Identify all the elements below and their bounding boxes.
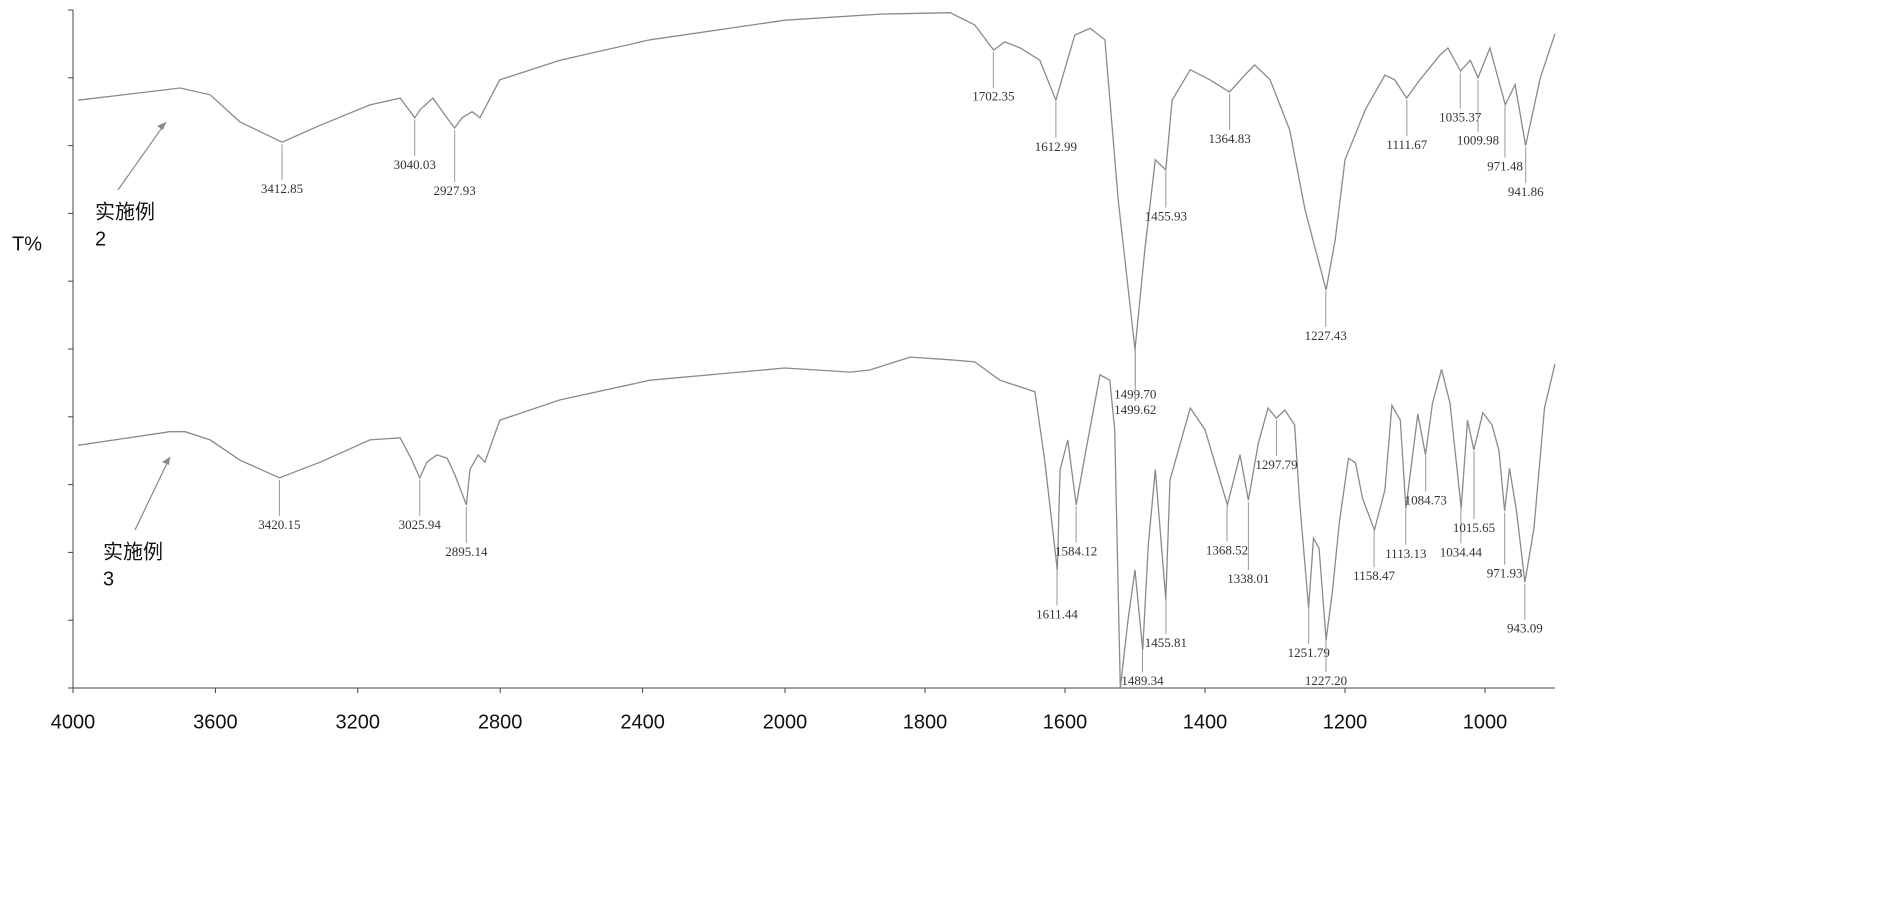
series-label: 2 [95, 228, 106, 250]
peak-label: 1364.83 [1208, 131, 1250, 146]
peak-label: 971.48 [1487, 159, 1523, 174]
peak-label: 1297.79 [1255, 457, 1297, 472]
x-tick-label: 2400 [620, 711, 665, 733]
peak-label: 1034.44 [1440, 544, 1483, 559]
x-tick-label: 2800 [478, 711, 523, 733]
spectrum-line [77, 356, 1556, 689]
x-tick-label: 1400 [1183, 711, 1228, 733]
arrow [117, 121, 167, 191]
x-tick-label: 2000 [763, 711, 808, 733]
peak-label: 1368.52 [1206, 543, 1248, 558]
peak-label: 1009.98 [1457, 133, 1499, 148]
peak-label: 1111.67 [1386, 137, 1427, 152]
series-label: 3 [103, 568, 114, 590]
peak-label: 3412.85 [261, 181, 303, 196]
x-tick-label: 4000 [51, 711, 96, 733]
arrow-head [162, 457, 170, 465]
x-tick-label: 1200 [1323, 711, 1368, 733]
peak-label: 1584.12 [1055, 543, 1097, 558]
peak-label: 1227.20 [1305, 673, 1347, 688]
peak-label: 941.86 [1508, 184, 1544, 199]
x-tick-label: 1000 [1463, 711, 1508, 733]
peak-label: 1612.99 [1035, 139, 1077, 154]
peak-label: 1015.65 [1453, 520, 1495, 535]
peak-label: 1455.81 [1145, 635, 1187, 650]
peak-label: 2895.14 [445, 544, 488, 559]
spectrum-line [77, 12, 1556, 350]
peak-label: 1227.43 [1305, 328, 1347, 343]
x-tick-label: 1800 [903, 711, 948, 733]
series-label: 实施例 [103, 540, 163, 563]
peak-label: 3420.15 [258, 517, 300, 532]
x-tick-label: 3600 [193, 711, 238, 733]
peak-label: 2927.93 [434, 183, 476, 198]
peak-label: 1084.73 [1405, 492, 1447, 507]
peak-label: 3040.03 [394, 157, 436, 172]
peak-label: 1455.93 [1145, 208, 1187, 223]
peak-label: 1611.44 [1036, 606, 1078, 621]
peak-label: 1489.34 [1121, 673, 1164, 688]
peak-label: 1499.62 [1114, 402, 1156, 417]
peak-label: 1702.35 [972, 89, 1014, 104]
peak-label: 1251.79 [1288, 645, 1330, 660]
y-axis-label: T% [12, 233, 42, 255]
peak-label: 3025.94 [399, 517, 442, 532]
peak-label: 943.09 [1507, 621, 1543, 636]
series-label: 实施例 [95, 200, 155, 223]
x-tick-label: 3200 [336, 711, 381, 733]
peak-label: 1113.13 [1385, 546, 1426, 561]
peak-label: 1158.47 [1353, 568, 1395, 583]
peak-label: 1338.01 [1227, 571, 1269, 586]
peak-label: 1035.37 [1439, 110, 1482, 125]
x-tick-label: 1600 [1043, 711, 1088, 733]
peak-label: 971.93 [1487, 566, 1523, 581]
arrow-head [157, 122, 166, 130]
arrow [134, 456, 171, 531]
